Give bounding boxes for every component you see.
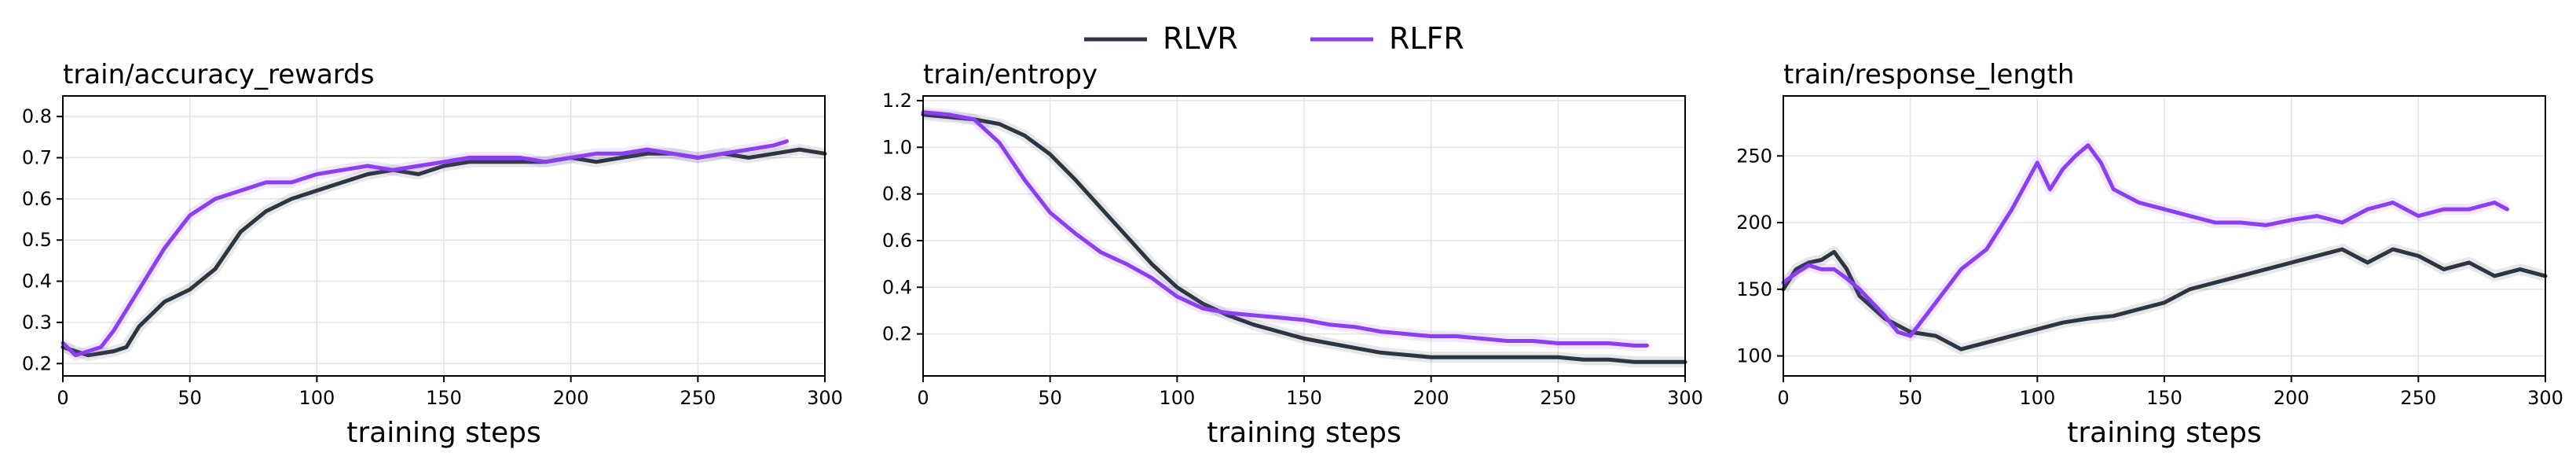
x-tick-label: 300 — [807, 387, 843, 409]
series-line-rlfr — [1781, 143, 2509, 338]
y-tick-label: 0.8 — [22, 105, 52, 127]
panel-title: train/accuracy_rewards — [63, 59, 374, 90]
y-tick-label: 0.5 — [22, 229, 52, 251]
legend-label-rlvr: RLVR — [1163, 21, 1238, 56]
x-tick-label: 0 — [1777, 387, 1789, 409]
x-axis-label: training steps — [346, 417, 541, 449]
x-tick-label: 200 — [2274, 387, 2310, 409]
x-tick-label: 0 — [917, 387, 929, 409]
x-tick-label: 100 — [1159, 387, 1195, 409]
x-tick-label: 50 — [178, 387, 202, 409]
series-line-rlvr — [921, 112, 1687, 364]
y-tick-label: 0.4 — [882, 276, 912, 298]
x-tick-label: 300 — [2527, 387, 2563, 409]
y-tick-label: 0.8 — [882, 183, 912, 205]
y-tick-label: 0.2 — [22, 352, 52, 374]
y-tick-label: 1.2 — [882, 90, 912, 112]
panel-entropy: train/entropy training steps 0 50 100 150 20… — [882, 59, 1703, 449]
x-tick-label: 200 — [1413, 387, 1449, 409]
legend-label-rlfr: RLFR — [1389, 21, 1464, 56]
x-tick-label: 150 — [426, 387, 462, 409]
x-tick-label: 50 — [1898, 387, 1922, 409]
x-axis-label: training steps — [2067, 417, 2262, 449]
y-tick-label: 100 — [1736, 345, 1772, 367]
x-tick-label: 100 — [2019, 387, 2055, 409]
x-tick-label: 0 — [57, 387, 68, 409]
x-axis-label: training steps — [1207, 417, 1402, 449]
series-line-rlfr — [921, 110, 1649, 348]
x-tick-label: 150 — [1286, 387, 1322, 409]
y-tick-label: 1.0 — [882, 136, 912, 158]
x-tick-label: 250 — [2400, 387, 2436, 409]
x-tick-label: 300 — [1667, 387, 1703, 409]
y-tick-label: 200 — [1736, 212, 1772, 234]
y-tick-label: 150 — [1736, 278, 1772, 300]
y-tick-label: 0.3 — [22, 311, 52, 333]
y-tick-label: 0.2 — [882, 323, 912, 345]
x-tick-label: 150 — [2146, 387, 2182, 409]
x-tick-label: 200 — [553, 387, 589, 409]
legend: RLVR RLFR — [1084, 21, 1464, 56]
panel-accuracy-rewards: train/accuracy_rewards training steps 0 5… — [22, 59, 843, 449]
y-tick-label: 0.6 — [882, 230, 912, 252]
x-tick-label: 250 — [680, 387, 716, 409]
y-tick-label: 0.6 — [22, 188, 52, 210]
y-tick-label: 0.4 — [22, 271, 52, 293]
y-tick-label: 250 — [1736, 145, 1772, 167]
y-tick-label: 0.7 — [22, 147, 52, 169]
series-line-rlfr — [60, 139, 789, 358]
panel-response-length: train/response_length training steps 0 50… — [1736, 59, 2563, 449]
panel-title: train/response_length — [1783, 59, 2074, 90]
panel-title: train/entropy — [923, 59, 1097, 90]
x-tick-label: 50 — [1038, 387, 1062, 409]
x-tick-label: 100 — [299, 387, 335, 409]
x-tick-label: 250 — [1540, 387, 1576, 409]
